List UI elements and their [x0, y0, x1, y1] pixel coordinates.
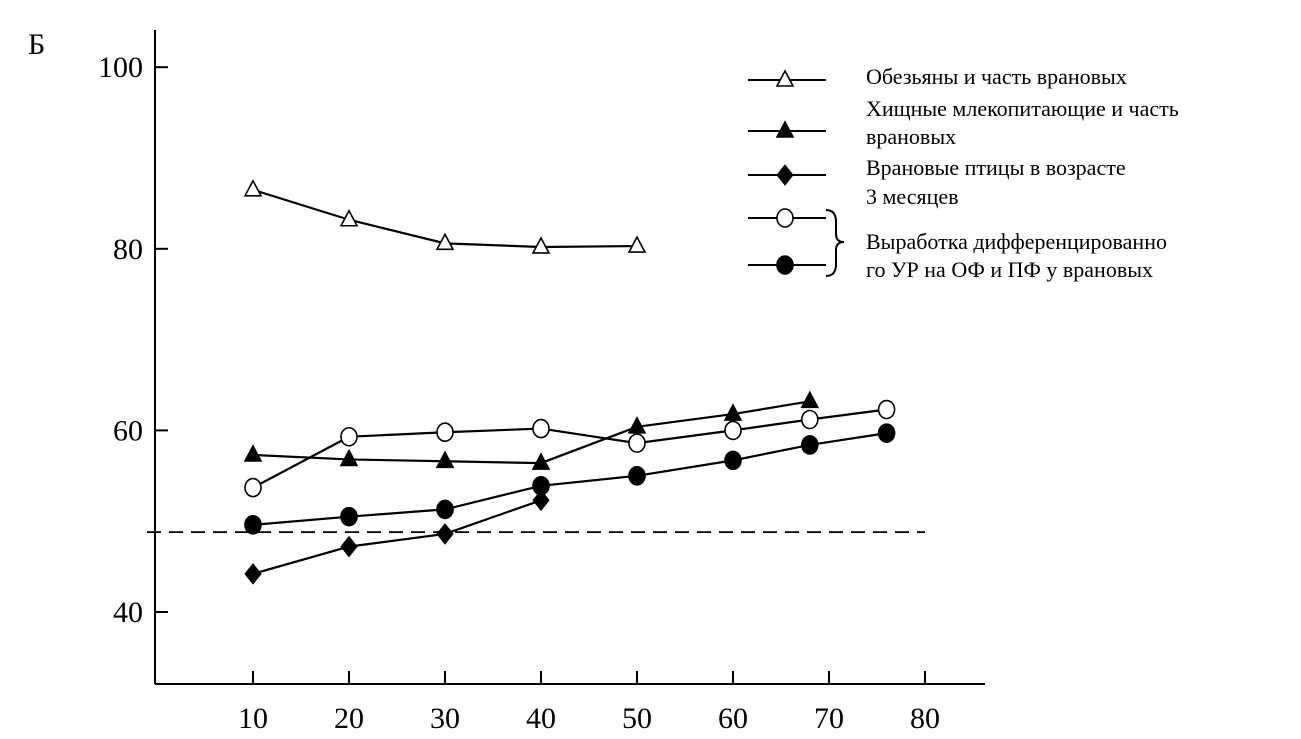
data-point-filled-diamond — [340, 535, 358, 558]
data-point-filled-triangle — [627, 416, 647, 434]
data-point-open-triangle — [531, 236, 551, 254]
series-line-3 — [252, 499, 542, 575]
legend-marker-open-circle — [776, 208, 794, 228]
data-point-filled-circle — [244, 515, 262, 535]
x-tick-label: 10 — [238, 702, 268, 735]
data-point-filled-diamond — [244, 563, 262, 585]
y-tick-label: 80 — [113, 233, 143, 266]
data-point-open-triangle — [243, 179, 263, 197]
data-point-open-circle — [436, 422, 454, 443]
data-point-open-circle — [628, 433, 646, 453]
data-point-open-triangle — [435, 232, 455, 251]
data-point-filled-triangle — [723, 403, 743, 421]
legend-label-4a: Выработка дифференцированно — [866, 229, 1167, 254]
x-tick-label: 30 — [430, 702, 460, 735]
data-point-filled-circle — [532, 475, 550, 496]
data-point-filled-circle — [800, 435, 819, 455]
legend-label-4b: го УР на ОФ и ПФ у врановых — [866, 257, 1153, 282]
legend-marker-open-triangle — [775, 69, 795, 87]
legend-label-3b: 3 месяцев — [866, 184, 959, 209]
data-point-open-circle — [800, 409, 819, 430]
data-point-filled-circle — [436, 499, 454, 520]
data-point-open-circle — [532, 418, 550, 439]
data-point-filled-triangle — [339, 448, 359, 467]
data-point-open-circle — [244, 477, 262, 498]
data-point-open-circle — [724, 420, 742, 441]
legend-label-1: Обезьяны и часть врановых — [866, 64, 1127, 89]
y-tick-label: 100 — [98, 51, 143, 84]
data-point-filled-triangle — [243, 444, 263, 462]
data-point-filled-triangle — [800, 390, 820, 409]
legend-marker-filled-circle — [776, 255, 794, 275]
data-point-open-triangle — [339, 209, 359, 227]
data-point-filled-circle — [340, 506, 358, 527]
x-tick-label: 40 — [526, 702, 556, 735]
series-line-5 — [252, 432, 887, 526]
data-point-filled-circle — [877, 423, 896, 443]
data-point-open-triangle — [627, 235, 647, 253]
series-line-4 — [252, 408, 887, 489]
data-point-filled-triangle — [531, 452, 551, 470]
panel-label: Б — [28, 28, 46, 61]
data-point-open-circle — [877, 399, 896, 420]
legend-label-2a: Хищные млекопитающие и часть — [866, 96, 1179, 121]
data-point-filled-circle — [724, 450, 742, 471]
legend-marker-filled-triangle — [775, 120, 795, 138]
data-point-filled-diamond — [532, 489, 550, 512]
x-tick-label: 70 — [814, 702, 844, 735]
legend-marker-filled-diamond — [776, 164, 794, 186]
x-tick-label: 50 — [622, 702, 652, 735]
data-point-filled-triangle — [435, 450, 455, 469]
legend-label-2b: врановых — [866, 124, 957, 149]
legend-label-3a: Врановые птицы в возрасте — [866, 155, 1126, 180]
y-tick-label: 40 — [113, 596, 143, 629]
x-tick-label: 60 — [718, 702, 748, 735]
x-tick-label: 80 — [910, 702, 940, 735]
data-point-filled-circle — [628, 465, 646, 486]
legend-brace — [825, 209, 845, 277]
data-point-filled-diamond — [436, 523, 454, 545]
data-point-open-circle — [340, 426, 358, 447]
y-tick-label: 60 — [113, 414, 143, 447]
x-tick-label: 20 — [334, 702, 364, 735]
